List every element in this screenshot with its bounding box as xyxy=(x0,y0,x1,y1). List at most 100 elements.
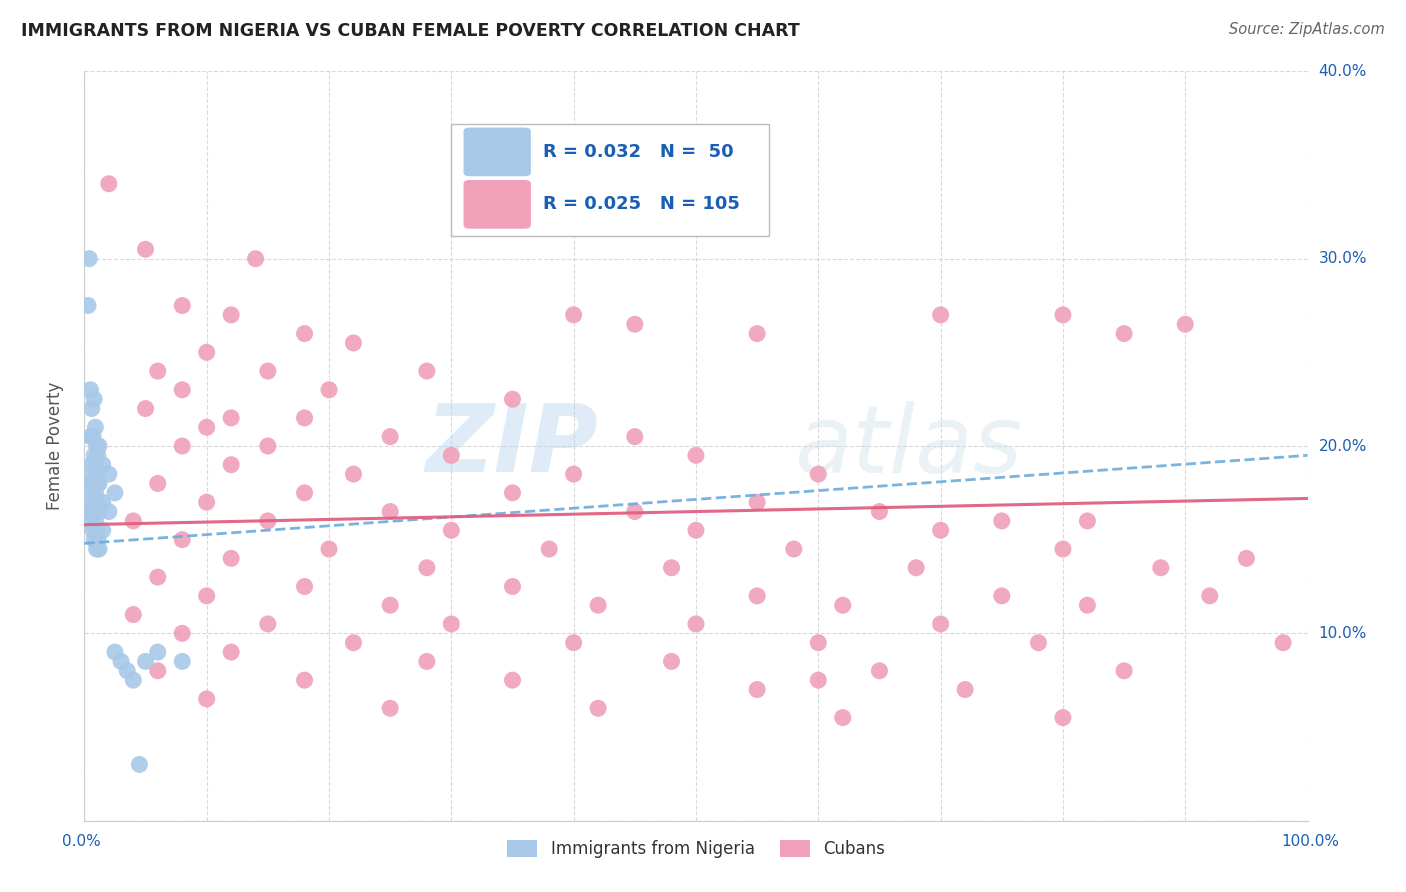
Point xyxy=(122,514,145,528)
Point xyxy=(97,467,120,482)
Text: IMMIGRANTS FROM NIGERIA VS CUBAN FEMALE POVERTY CORRELATION CHART: IMMIGRANTS FROM NIGERIA VS CUBAN FEMALE … xyxy=(21,22,800,40)
Point xyxy=(1272,635,1295,649)
Point xyxy=(79,476,101,491)
Point xyxy=(562,635,585,649)
Text: 10.0%: 10.0% xyxy=(1319,626,1367,640)
Point xyxy=(83,449,105,463)
FancyBboxPatch shape xyxy=(451,124,769,236)
Point xyxy=(86,439,108,453)
Point xyxy=(440,523,463,537)
Point xyxy=(685,617,707,632)
Point xyxy=(342,336,364,351)
Text: ZIP: ZIP xyxy=(425,400,598,492)
Point xyxy=(172,533,194,547)
Point xyxy=(172,298,194,313)
Point xyxy=(135,242,157,257)
Point xyxy=(79,430,101,444)
Point xyxy=(831,599,853,613)
Point xyxy=(1052,542,1074,557)
Point xyxy=(87,505,110,519)
Point xyxy=(1052,308,1074,322)
Point xyxy=(87,476,110,491)
Point xyxy=(1198,589,1220,603)
Point xyxy=(82,495,104,509)
Point xyxy=(416,655,439,669)
Point xyxy=(294,485,316,500)
Point xyxy=(128,757,150,772)
Point xyxy=(83,476,105,491)
Point xyxy=(172,626,194,640)
Point xyxy=(747,682,769,697)
Point xyxy=(83,533,105,547)
Point xyxy=(122,673,145,688)
Point xyxy=(219,458,242,472)
Point xyxy=(146,570,169,584)
Text: atlas: atlas xyxy=(794,401,1022,491)
Point xyxy=(807,635,830,649)
Point xyxy=(502,673,524,688)
Point xyxy=(110,655,132,669)
Point xyxy=(87,533,110,547)
Point xyxy=(219,308,242,322)
Point xyxy=(172,655,194,669)
Point xyxy=(87,542,110,557)
Text: 0.0%: 0.0% xyxy=(62,834,101,848)
Point xyxy=(82,430,104,444)
Point xyxy=(97,505,120,519)
Point xyxy=(502,485,524,500)
Point xyxy=(195,495,218,509)
Point xyxy=(294,673,316,688)
Point xyxy=(146,364,169,378)
Point xyxy=(219,410,242,425)
Point xyxy=(1236,551,1258,566)
Point xyxy=(146,476,169,491)
Point xyxy=(195,692,218,706)
Point xyxy=(1076,599,1098,613)
Point xyxy=(1150,561,1173,575)
Point xyxy=(1174,318,1197,332)
Point xyxy=(84,458,107,472)
Point xyxy=(1114,664,1136,678)
Point xyxy=(172,383,194,397)
Point xyxy=(929,523,952,537)
Point xyxy=(146,664,169,678)
FancyBboxPatch shape xyxy=(464,128,531,177)
Point xyxy=(84,485,107,500)
Point xyxy=(195,589,218,603)
Point xyxy=(83,392,105,407)
Point xyxy=(91,495,114,509)
Point xyxy=(318,383,340,397)
Point xyxy=(661,655,683,669)
Point xyxy=(747,495,769,509)
Point xyxy=(624,430,647,444)
Point xyxy=(869,505,891,519)
Point xyxy=(219,645,242,659)
Point xyxy=(991,589,1014,603)
Point xyxy=(661,561,683,575)
Point xyxy=(80,458,103,472)
Point xyxy=(86,542,108,557)
Text: 20.0%: 20.0% xyxy=(1319,439,1367,453)
Point xyxy=(87,439,110,453)
Point xyxy=(380,430,402,444)
Point xyxy=(747,589,769,603)
Point xyxy=(135,401,157,416)
Point xyxy=(440,617,463,632)
Point xyxy=(342,635,364,649)
Point xyxy=(257,364,280,378)
Point xyxy=(1028,635,1050,649)
Point xyxy=(135,655,157,669)
Point xyxy=(586,701,609,715)
Point xyxy=(831,710,853,724)
Point xyxy=(195,420,218,434)
Text: 40.0%: 40.0% xyxy=(1319,64,1367,78)
Point xyxy=(77,298,100,313)
Point xyxy=(380,505,402,519)
Point xyxy=(1076,514,1098,528)
Point xyxy=(97,177,120,191)
Text: 100.0%: 100.0% xyxy=(1281,834,1340,848)
Text: R = 0.032   N =  50: R = 0.032 N = 50 xyxy=(543,143,734,161)
Legend: Immigrants from Nigeria, Cubans: Immigrants from Nigeria, Cubans xyxy=(501,833,891,864)
Point xyxy=(502,392,524,407)
Point xyxy=(416,561,439,575)
